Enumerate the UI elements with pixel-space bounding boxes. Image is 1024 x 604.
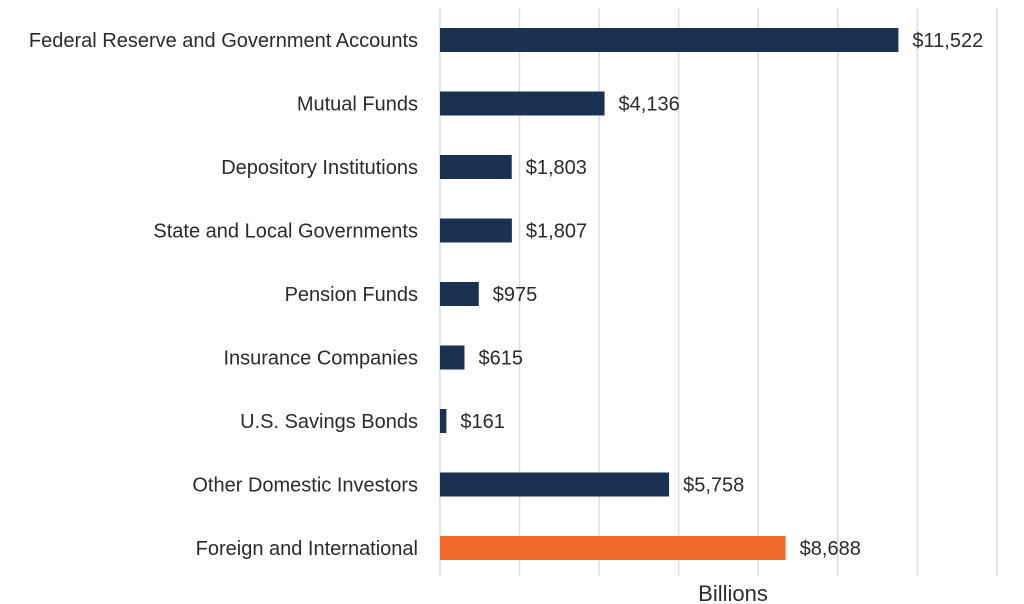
bar-1	[440, 91, 605, 116]
bar-5	[440, 345, 465, 370]
value-label-6: $161	[460, 411, 505, 433]
bar-3	[440, 218, 512, 243]
category-labels: Federal Reserve and Government Accounts M…	[29, 30, 418, 560]
bar-6	[440, 409, 447, 433]
category-label-5: Insurance Companies	[223, 348, 418, 370]
value-label-5: $615	[478, 348, 523, 370]
value-labels: $11,522 $4,136 $1,803 $1,807 $975 $615 $161 $5,…	[460, 30, 983, 560]
bar-0	[440, 28, 899, 52]
category-label-3: State and Local Governments	[153, 221, 418, 243]
category-label-1: Mutual Funds	[297, 94, 418, 116]
bar-7	[440, 472, 670, 497]
value-label-3: $1,807	[526, 221, 587, 243]
value-label-2: $1,803	[526, 157, 587, 179]
bar-8	[440, 536, 786, 560]
value-label-4: $975	[493, 284, 538, 306]
value-label-1: $4,136	[619, 94, 680, 116]
bar-2	[440, 155, 512, 179]
category-label-8: Foreign and International	[196, 538, 418, 560]
category-label-0: Federal Reserve and Government Accounts	[29, 30, 418, 52]
category-label-7: Other Domestic Investors	[192, 475, 418, 497]
bar-4	[440, 282, 479, 306]
value-label-8: $8,688	[800, 538, 861, 560]
bars	[440, 28, 899, 560]
category-label-4: Pension Funds	[285, 284, 418, 306]
value-label-7: $5,758	[683, 475, 744, 497]
category-label-6: U.S. Savings Bonds	[240, 411, 418, 433]
x-axis-title: Billions	[698, 581, 768, 604]
category-label-2: Depository Institutions	[221, 157, 418, 179]
value-label-0: $11,522	[912, 30, 983, 52]
